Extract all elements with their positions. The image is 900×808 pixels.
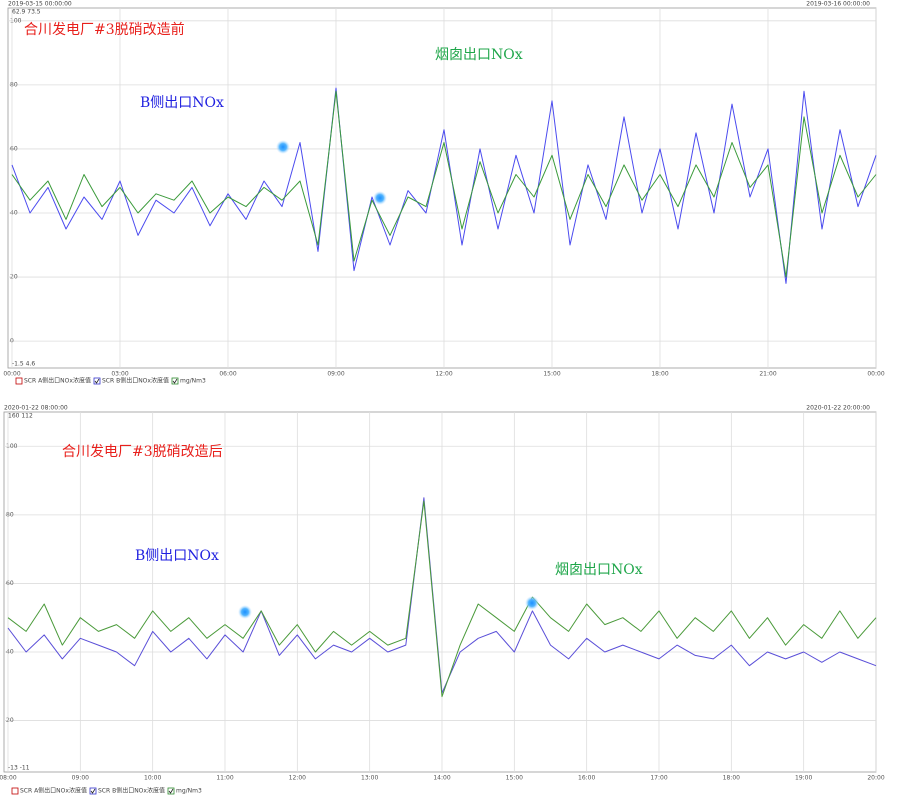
scale-top: 160 112 [8,413,33,420]
start-time: 2019-03-15 00:00:00 [8,1,72,8]
series-label: 烟囱出口NOx [555,562,643,578]
y-tick-label: 100 [10,17,22,24]
legend-checkbox[interactable] [15,377,23,385]
check-mark [94,378,100,384]
callout-dot [276,140,290,154]
series-line [11,90,877,278]
series-label: B侧出口NOx [140,95,224,111]
x-tick-label: 13:00 [361,775,378,782]
legend-label: mg/Nm3 [180,378,206,385]
x-tick-label: 17:00 [650,775,667,782]
y-tick-label: 40 [6,649,14,656]
plot-area [7,7,877,369]
chart-title: 合川发电厂#3脱硝改造后 [62,444,223,460]
plot-area [3,411,877,773]
x-tick-label: 15:00 [543,371,560,378]
legend-checkbox[interactable] [11,787,19,795]
start-time: 2020-01-22 08:00:00 [4,405,68,412]
series-label: 烟囱出口NOx [435,47,523,63]
x-tick-label: 09:00 [327,371,344,378]
x-tick-label: 20:00 [867,775,884,782]
chart-title: 合川发电厂#3脱硝改造前 [24,21,185,38]
x-tick-label: 00:00 [867,371,884,378]
legend-label: SCR A侧出口NOx浓度值 [20,787,87,795]
scale-bottom: -1.5 4.6 [12,361,35,368]
callout-dot [238,605,252,619]
x-tick-label: 09:00 [72,775,89,782]
x-tick-label: 21:00 [759,371,776,378]
x-tick-label: 10:00 [144,775,161,782]
legend-checkbox[interactable] [167,787,175,795]
series-label: B侧出口NOx [135,548,219,564]
y-tick-label: 80 [10,81,18,88]
x-tick-label: 12:00 [289,775,306,782]
end-time: 2020-01-22 20:00:00 [806,405,870,412]
x-tick-label: 03:00 [111,371,128,378]
callout-dot [373,191,387,205]
scale-top: 62.9 73.5 [12,9,41,16]
x-tick-label: 11:00 [216,775,233,782]
x-tick-label: 16:00 [578,775,595,782]
x-tick-label: 08:00 [0,775,17,782]
series-line [11,87,877,284]
legend-label: SCR B侧出口NOx浓度值 [102,377,169,385]
check-mark [172,378,178,384]
scale-bottom: -13 -11 [8,765,30,772]
legend-checkbox[interactable] [171,377,179,385]
y-tick-label: 100 [6,443,18,450]
legend-label: SCR A侧出口NOx浓度值 [24,377,91,385]
x-tick-label: 00:00 [3,371,20,378]
legend-label: SCR B侧出口NOx浓度值 [98,787,165,795]
x-tick-label: 18:00 [651,371,668,378]
y-tick-label: 20 [10,274,18,281]
callout-dot [525,596,539,610]
x-tick-label: 14:00 [433,775,450,782]
legend-checkbox[interactable] [89,787,97,795]
y-tick-label: 60 [6,580,14,587]
legend-label: mg/Nm3 [176,788,202,795]
x-tick-label: 06:00 [219,371,236,378]
x-tick-label: 12:00 [435,371,452,378]
series-line [7,500,877,698]
y-tick-label: 60 [10,145,18,152]
end-time: 2019-03-16 00:00:00 [806,1,870,8]
x-tick-label: 18:00 [723,775,740,782]
y-tick-label: 20 [6,717,14,724]
legend-checkbox[interactable] [93,377,101,385]
check-mark [168,788,174,794]
x-tick-label: 15:00 [506,775,523,782]
y-tick-label: 40 [10,209,18,216]
x-tick-label: 19:00 [795,775,812,782]
y-tick-label: 80 [6,511,14,518]
check-mark [90,788,96,794]
